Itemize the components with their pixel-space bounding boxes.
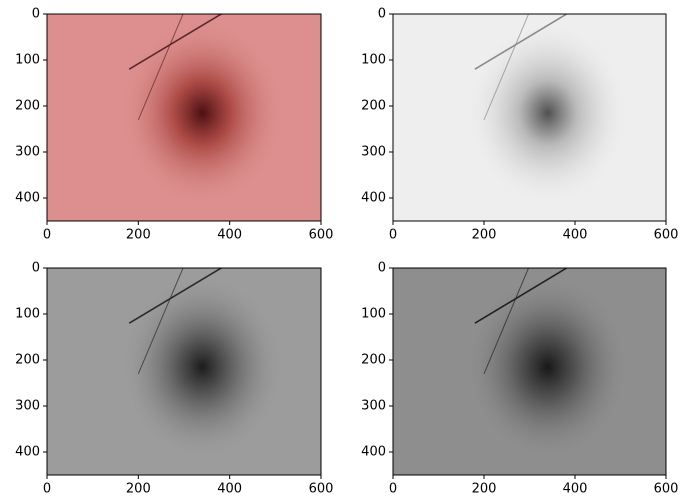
hair [137, 268, 184, 374]
y-tick-label: 200 [361, 99, 386, 114]
axes-frame [46, 13, 322, 222]
lesion [465, 273, 630, 461]
x-tick-label: 200 [126, 482, 151, 497]
image [47, 14, 321, 221]
axes-frame [392, 13, 667, 222]
x-tick-label: 0 [389, 482, 397, 497]
hair [137, 14, 184, 120]
y-tick-label: 400 [15, 191, 40, 206]
x-tick-label: 0 [43, 482, 51, 497]
hair [483, 268, 530, 374]
y-tick-label: 0 [378, 261, 386, 276]
x-tick-label: 600 [654, 228, 679, 243]
y-tick-label: 400 [361, 191, 386, 206]
y-tick-label: 100 [361, 53, 386, 68]
x-tick-label: 200 [126, 228, 151, 243]
image [393, 14, 666, 221]
x-tick-label: 0 [389, 228, 397, 243]
y-tick-label: 300 [15, 145, 40, 160]
axes-frame [46, 267, 322, 476]
y-tick-label: 0 [32, 7, 40, 22]
y-tick-label: 100 [15, 307, 40, 322]
y-tick-label: 100 [361, 307, 386, 322]
hair [474, 14, 569, 70]
hair [474, 268, 569, 324]
y-tick-label: 400 [361, 445, 386, 460]
x-tick-label: 0 [43, 228, 51, 243]
y-tick-label: 200 [361, 353, 386, 368]
x-tick-label: 200 [472, 482, 497, 497]
y-tick-label: 0 [32, 261, 40, 276]
y-tick-label: 100 [15, 53, 40, 68]
x-tick-label: 400 [217, 228, 242, 243]
y-tick-label: 0 [378, 7, 386, 22]
x-tick-label: 400 [217, 482, 242, 497]
lesion [120, 273, 285, 461]
y-tick-label: 200 [15, 353, 40, 368]
lesion [465, 19, 630, 207]
image [393, 268, 666, 475]
y-tick-label: 300 [15, 399, 40, 414]
y-tick-label: 400 [15, 445, 40, 460]
hair [128, 268, 223, 324]
y-tick-label: 300 [361, 399, 386, 414]
image [47, 268, 321, 475]
lesion [120, 19, 285, 207]
x-tick-label: 600 [654, 482, 679, 497]
hair [483, 14, 530, 120]
x-tick-label: 400 [563, 228, 588, 243]
y-tick-label: 200 [15, 99, 40, 114]
axes-frame [392, 267, 667, 476]
x-tick-label: 600 [309, 482, 334, 497]
x-tick-label: 200 [472, 228, 497, 243]
y-tick-label: 300 [361, 145, 386, 160]
x-tick-label: 600 [309, 228, 334, 243]
x-tick-label: 400 [563, 482, 588, 497]
hair [128, 14, 223, 70]
